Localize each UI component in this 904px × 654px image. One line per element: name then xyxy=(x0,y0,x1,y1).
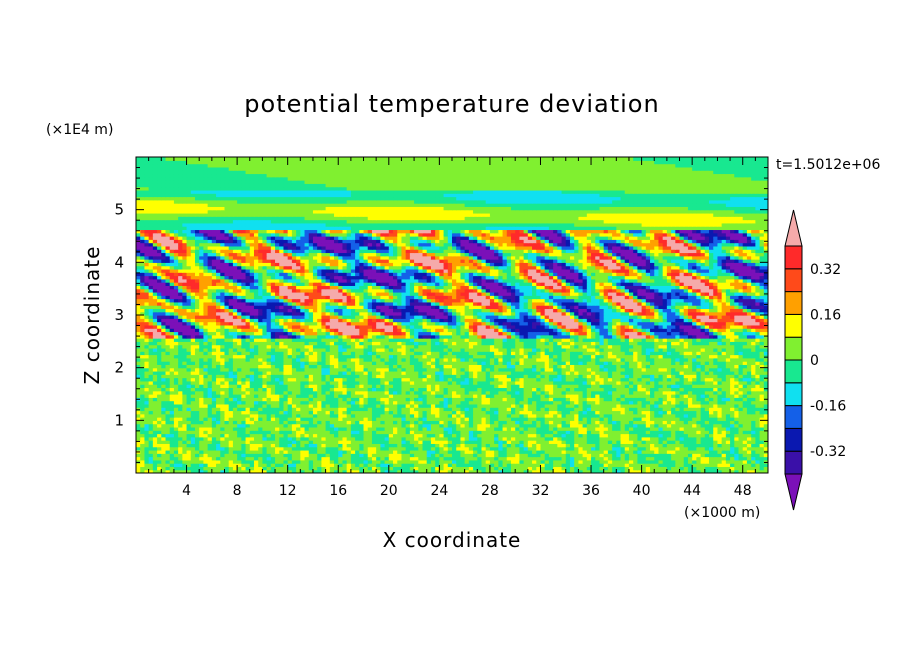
x-axis-label: X coordinate xyxy=(383,528,522,552)
colorbar-band xyxy=(784,313,803,338)
y-tick-label: 1 xyxy=(114,411,124,429)
chart-title: potential temperature deviation xyxy=(244,90,659,118)
x-tick-label: 32 xyxy=(532,483,550,499)
colorbar-label: 0 xyxy=(810,353,819,369)
y-tick-label: 2 xyxy=(114,359,124,377)
x-tick-label: 12 xyxy=(279,483,297,499)
colorbar-label: 0.16 xyxy=(810,307,841,323)
colorbar-band xyxy=(784,405,803,429)
y-tick-label: 3 xyxy=(114,306,124,324)
colorbar-label: 0.32 xyxy=(810,262,841,278)
y-unit-label: (×1E4 m) xyxy=(46,122,113,138)
x-tick-label: 36 xyxy=(582,483,600,499)
y-axis: 1 2 3 4 5 xyxy=(114,167,768,463)
x-tick-label: 16 xyxy=(329,483,347,499)
colorbar-label: -0.32 xyxy=(810,444,846,460)
x-tick-label: 24 xyxy=(430,483,448,499)
colorbar-top-arrow xyxy=(784,209,803,247)
x-axis: 4 8 12 16 20 24 28 32 36 40 44 48 xyxy=(148,157,756,499)
colorbar-band xyxy=(784,450,803,475)
colorbar-band xyxy=(784,268,803,293)
x-tick-label: 28 xyxy=(481,483,499,499)
colorbar-band xyxy=(784,336,803,361)
colorbar: 0.32 0.16 0 -0.16 -0.32 xyxy=(784,209,846,511)
y-axis-label: Z coordinate xyxy=(80,246,104,385)
colorbar-band xyxy=(784,359,803,384)
x-tick-label: 8 xyxy=(233,483,242,499)
x-tick-label: 48 xyxy=(734,483,752,499)
x-tick-label: 40 xyxy=(633,483,651,499)
colorbar-bottom-arrow xyxy=(784,473,803,511)
colorbar-band xyxy=(784,382,803,407)
y-tick-label: 5 xyxy=(114,201,124,219)
x-tick-label: 20 xyxy=(380,483,398,499)
colorbar-band xyxy=(784,427,803,452)
heatmap-field xyxy=(136,157,768,473)
colorbar-band xyxy=(784,291,803,315)
y-tick-label: 4 xyxy=(114,253,124,271)
x-unit-label: (×1000 m) xyxy=(684,505,760,521)
time-label: t=1.5012e+06 xyxy=(776,157,880,173)
colorbar-band xyxy=(784,245,803,270)
x-tick-label: 44 xyxy=(683,483,701,499)
colorbar-label: -0.16 xyxy=(810,399,846,415)
x-tick-label: 4 xyxy=(182,483,191,499)
